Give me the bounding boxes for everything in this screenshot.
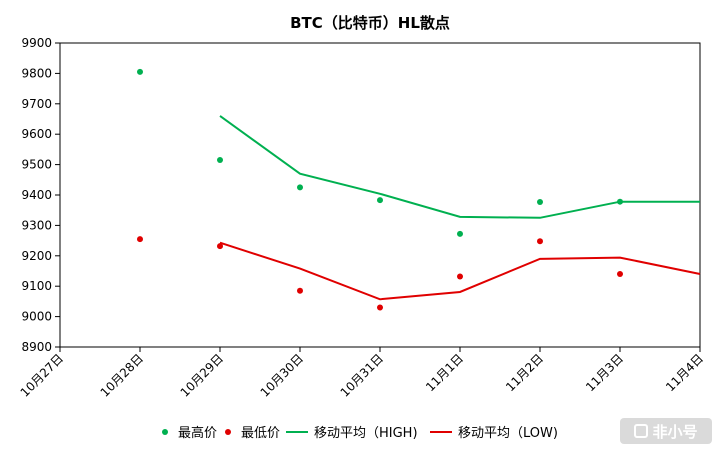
logo-icon [634,424,649,438]
x-tick-label: 11月1日 [423,351,466,394]
data-point [617,271,623,278]
data-point [457,230,463,237]
y-tick-label: 8900 [21,340,52,354]
y-tick-label: 9600 [21,127,52,141]
legend-label: 最高价 [178,425,217,441]
chart-title: BTC（比特币）HL散点 [290,14,450,32]
y-tick-label: 9200 [21,249,52,263]
watermark-logo: 非小号 [620,418,712,444]
y-tick-label: 9900 [21,36,52,50]
y-axis: 8900 9000 9100 9200 9300 9400 9500 9600 9700 9800… [21,36,60,354]
data-point [457,273,463,280]
data-point [617,198,623,205]
data-point [537,238,543,245]
legend-swatch [225,429,231,435]
x-tick-label: 11月4日 [663,351,706,394]
series-line [219,241,701,301]
y-tick-label: 9400 [21,188,52,202]
legend: 最高价 最低价 移动平均（HIGH) 移动平均（LOW) [162,425,558,441]
data-point [137,236,143,243]
y-tick-label: 9300 [21,218,52,232]
x-tick-label: 10月27日 [18,351,66,399]
x-axis: 10月27日 10月28日 10月29日 10月30日 10月31日 11月1日 11月2日… [18,347,706,400]
data-point [377,304,383,311]
data-point [537,198,543,205]
data-point [217,243,223,250]
x-tick-label: 10月28日 [98,351,146,399]
legend-label: 移动平均（LOW) [458,426,558,441]
x-tick-label: 11月3日 [583,351,626,394]
legend-swatch [162,429,168,435]
data-point [217,157,223,164]
data-point [297,287,303,294]
y-tick-label: 9800 [21,66,52,80]
data-point [297,184,303,191]
legend-label: 移动平均（HIGH) [314,426,418,441]
y-tick-label: 9100 [21,279,52,293]
legend-label: 最低价 [241,426,280,441]
y-tick-label: 9000 [21,310,52,324]
x-tick-label: 11月2日 [503,351,546,394]
series-lines [219,115,701,301]
watermark-text: 非小号 [652,422,698,441]
y-tick-label: 9700 [21,97,52,111]
plot-area [59,42,701,348]
data-point [377,197,383,204]
x-tick-label: 10月31日 [338,351,386,399]
y-tick-label: 9500 [21,158,52,172]
x-tick-label: 10月29日 [178,351,226,399]
series-points [137,68,623,311]
x-tick-label: 10月30日 [258,351,306,399]
series-line [219,115,700,219]
data-point [137,68,143,75]
